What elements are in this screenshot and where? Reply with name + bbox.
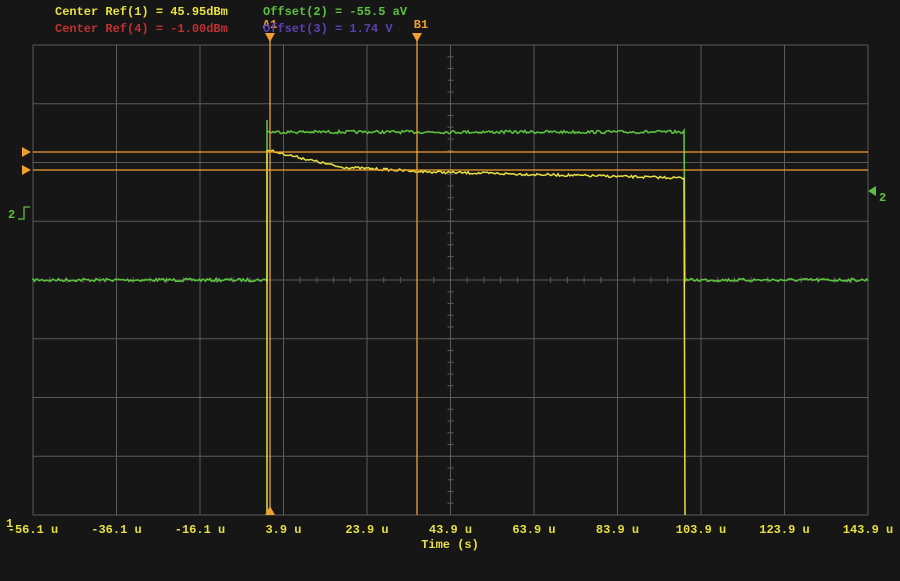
x-tick-label: -56.1 u — [8, 523, 58, 537]
x-tick-label: -16.1 u — [175, 523, 225, 537]
cursor-h2-marker — [22, 165, 31, 175]
cursor-a1-bottom — [265, 506, 275, 515]
channel-2-glyph — [18, 206, 30, 220]
cursor-a1-marker — [265, 33, 275, 42]
center-ref-1: Center Ref(1) = 45.95dBm — [55, 5, 228, 19]
channel-1-ground-marker: 1 — [6, 517, 13, 531]
cursor-label: A1 — [263, 18, 277, 32]
channel-2-marker-left: 2 — [8, 208, 15, 222]
cursor-b1-marker — [412, 33, 422, 42]
center-ref-4: Center Ref(4) = -1.00dBm — [55, 22, 228, 36]
channel-2-arrow-right — [868, 186, 876, 196]
x-axis-title: Time (s) — [421, 538, 479, 552]
offset-3: Offset(3) = 1.74 V — [263, 22, 393, 36]
x-tick-label: 43.9 u — [429, 523, 472, 537]
traces — [32, 120, 869, 516]
cursor-label: B1 — [414, 18, 428, 32]
offset-2: Offset(2) = -55.5 aV — [263, 5, 408, 19]
x-tick-label: 143.9 u — [843, 523, 893, 537]
x-tick-label: 83.9 u — [596, 523, 639, 537]
x-tick-label: 63.9 u — [512, 523, 555, 537]
x-tick-label: 3.9 u — [265, 523, 301, 537]
channel-1-trace — [266, 149, 686, 516]
x-tick-label: 103.9 u — [676, 523, 726, 537]
channel-2-marker-right: 2 — [879, 191, 886, 205]
x-tick-label: 123.9 u — [759, 523, 809, 537]
x-tick-label: 23.9 u — [345, 523, 388, 537]
x-tick-label: -36.1 u — [91, 523, 141, 537]
channel-2-trace — [32, 120, 869, 285]
cursor-h1-marker — [22, 147, 31, 157]
